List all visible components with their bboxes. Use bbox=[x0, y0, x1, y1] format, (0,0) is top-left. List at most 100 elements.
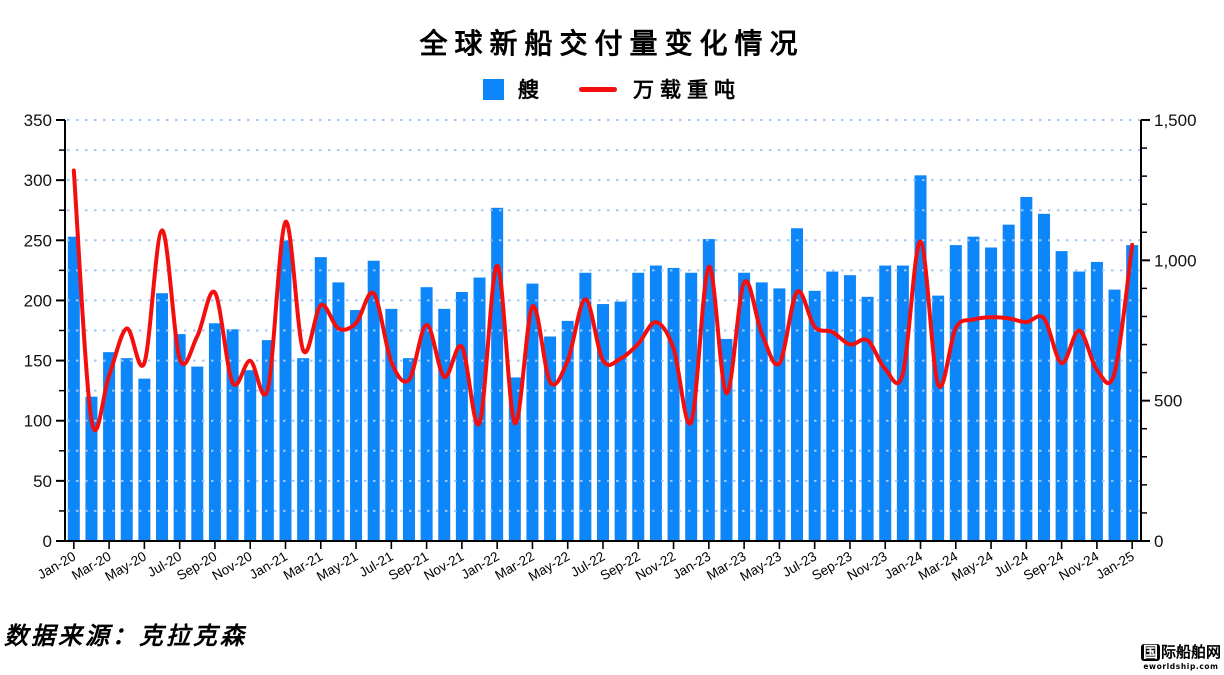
bar-Oct-23 bbox=[861, 296, 874, 541]
bar-Jul-20 bbox=[173, 334, 186, 541]
left-axis-label: 300 bbox=[24, 171, 52, 190]
x-axis-label: Nov-20 bbox=[210, 549, 255, 584]
dwt-line bbox=[71, 168, 1135, 433]
x-axis-label: Sep-22 bbox=[598, 549, 643, 584]
site-logo: 国际船舶网 eworldship.com bbox=[1140, 643, 1221, 671]
bar-Nov-20 bbox=[244, 370, 257, 541]
x-axis-label: Nov-21 bbox=[421, 549, 466, 584]
bar-Apr-20 bbox=[120, 358, 133, 541]
bar-Feb-24 bbox=[932, 295, 945, 541]
bar-Oct-21 bbox=[438, 308, 451, 541]
bar-Dec-23 bbox=[896, 265, 909, 541]
x-axis-label: Nov-22 bbox=[633, 549, 678, 584]
x-axis-label: Sep-23 bbox=[809, 549, 854, 584]
bar-Oct-24 bbox=[1073, 271, 1086, 541]
bar-Jun-22 bbox=[579, 272, 592, 541]
x-axis-label: Jan-22 bbox=[458, 549, 501, 583]
bar-Apr-22 bbox=[544, 336, 557, 541]
legend: 艘 万载重吨 bbox=[0, 74, 1224, 104]
bar-Mar-23 bbox=[738, 272, 751, 541]
bar-May-21 bbox=[350, 310, 363, 541]
bars-group bbox=[67, 175, 1139, 542]
bar-Nov-23 bbox=[879, 265, 892, 541]
logo-subtext: eworldship.com bbox=[1143, 662, 1219, 671]
x-axis-label: Jan-20 bbox=[35, 549, 78, 583]
right-axis-label: 1,500 bbox=[1154, 111, 1197, 130]
left-axis-label: 0 bbox=[43, 532, 52, 551]
right-axis-label: 500 bbox=[1154, 392, 1182, 411]
bar-Mar-24 bbox=[949, 245, 962, 541]
x-axis-label: May-20 bbox=[102, 549, 148, 584]
x-axis-label: Sep-20 bbox=[174, 549, 219, 584]
x-axis-label: May-24 bbox=[949, 548, 996, 584]
logo-rest-chars: 际船舶网 bbox=[1160, 643, 1221, 661]
logo-first-char: 国 bbox=[1140, 643, 1160, 661]
logo-cn-text: 国际船舶网 bbox=[1140, 643, 1221, 661]
bar-Feb-21 bbox=[297, 358, 310, 541]
bar-Dec-22 bbox=[685, 272, 698, 541]
left-axis-label: 50 bbox=[33, 472, 52, 491]
x-axis-label: May-22 bbox=[526, 549, 572, 584]
bar-Dec-21 bbox=[473, 277, 486, 541]
x-axis-label: May-23 bbox=[737, 549, 783, 584]
page-title: 全球新船交付量变化情况 bbox=[419, 27, 805, 60]
bar-Aug-21 bbox=[402, 358, 415, 541]
bar-Aug-24 bbox=[1037, 213, 1050, 541]
bar-Jan-23 bbox=[702, 239, 715, 541]
legend-ships-label: 艘 bbox=[518, 77, 545, 102]
bar-Nov-24 bbox=[1090, 261, 1103, 541]
bar-Jun-24 bbox=[1002, 224, 1015, 541]
bar-Jun-21 bbox=[367, 260, 380, 541]
x-axis-label: Nov-24 bbox=[1056, 548, 1102, 583]
x-axis-label: Jan-23 bbox=[670, 549, 713, 583]
bar-Sep-20 bbox=[208, 323, 221, 541]
left-axis-label: 150 bbox=[24, 352, 52, 371]
x-axis-label: Nov-23 bbox=[845, 549, 890, 584]
left-axis-label: 100 bbox=[24, 412, 52, 431]
bar-May-20 bbox=[138, 378, 151, 541]
bar-Jan-24 bbox=[914, 175, 927, 541]
bar-Dec-24 bbox=[1108, 289, 1121, 541]
bar-Feb-20 bbox=[85, 396, 98, 541]
bar-Jun-20 bbox=[156, 293, 169, 541]
legend-bar-swatch bbox=[483, 78, 504, 100]
bar-Jan-25 bbox=[1126, 245, 1139, 541]
source-note: 数据来源：克拉克森 bbox=[4, 621, 247, 650]
bar-Nov-21 bbox=[455, 292, 468, 541]
bar-Dec-20 bbox=[261, 340, 274, 541]
bar-Jan-22 bbox=[491, 207, 504, 541]
bar-May-23 bbox=[773, 288, 786, 541]
left-axis-label: 250 bbox=[24, 231, 52, 250]
x-axis-label: Sep-21 bbox=[386, 549, 431, 584]
bar-Aug-23 bbox=[826, 271, 839, 541]
bar-Sep-24 bbox=[1055, 251, 1068, 542]
legend-line-swatch bbox=[579, 86, 617, 92]
bar-Jul-23 bbox=[808, 290, 821, 541]
x-axis-label: Jan-25 bbox=[1093, 549, 1136, 583]
right-axis-label: 1,000 bbox=[1154, 251, 1197, 270]
x-axis-label: May-21 bbox=[314, 549, 360, 584]
legend-dwt-label: 万载重吨 bbox=[633, 77, 741, 102]
bar-Jun-23 bbox=[791, 228, 804, 541]
right-axis-label: 0 bbox=[1154, 532, 1163, 551]
x-axis-label: Jan-21 bbox=[247, 549, 290, 583]
bar-Aug-20 bbox=[191, 366, 204, 541]
bar-May-24 bbox=[985, 247, 998, 541]
bar-Apr-23 bbox=[755, 282, 768, 541]
left-axis-label: 350 bbox=[24, 111, 52, 130]
bar-Sep-22 bbox=[632, 272, 645, 541]
bar-Mar-20 bbox=[103, 352, 116, 541]
bar-Jan-20 bbox=[67, 236, 80, 541]
bar-Apr-21 bbox=[332, 282, 345, 541]
bar-Apr-24 bbox=[967, 236, 980, 541]
bar-Nov-22 bbox=[667, 267, 680, 541]
bar-Sep-23 bbox=[843, 275, 856, 541]
bar-Oct-20 bbox=[226, 329, 239, 541]
bar-Sep-21 bbox=[420, 287, 433, 541]
bar-Jul-24 bbox=[1020, 196, 1033, 542]
bar-Mar-21 bbox=[314, 257, 327, 541]
bar-Mar-22 bbox=[526, 283, 539, 541]
left-axis-label: 200 bbox=[24, 291, 52, 310]
